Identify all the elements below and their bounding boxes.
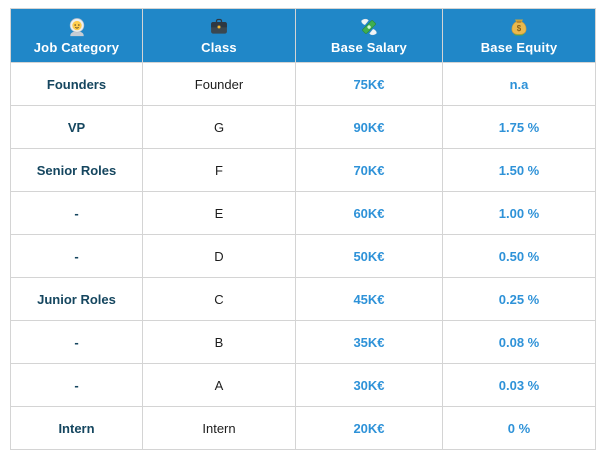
table-row: - B 35K€ 0.08 % <box>10 320 596 364</box>
cell-base-salary: 60K€ <box>295 191 443 235</box>
cell-class: G <box>142 105 296 149</box>
cell-base-salary: 20K€ <box>295 406 443 450</box>
column-header-label: Base Salary <box>331 39 407 55</box>
cell-base-salary: 50K€ <box>295 234 443 278</box>
cell-base-equity: 0.50 % <box>442 234 596 278</box>
column-header-base-equity: $ Base Equity <box>442 8 596 63</box>
table-row: - D 50K€ 0.50 % <box>10 234 596 278</box>
table-row: Junior Roles C 45K€ 0.25 % <box>10 277 596 321</box>
cell-base-salary: 70K€ <box>295 148 443 192</box>
table-row: Founders Founder 75K€ n.a <box>10 62 596 106</box>
cell-base-equity: n.a <box>442 62 596 106</box>
table-row: Senior Roles F 70K€ 1.50 % <box>10 148 596 192</box>
cell-job-category: Intern <box>10 406 143 450</box>
cell-base-salary: 35K€ <box>295 320 443 364</box>
table-row: VP G 90K€ 1.75 % <box>10 105 596 149</box>
cell-job-category: - <box>10 191 143 235</box>
cell-job-category: Founders <box>10 62 143 106</box>
table-row: - E 60K€ 1.00 % <box>10 191 596 235</box>
table-row: - A 30K€ 0.03 % <box>10 363 596 407</box>
column-header-label: Base Equity <box>480 39 558 55</box>
cell-class: B <box>142 320 296 364</box>
cell-class: C <box>142 277 296 321</box>
svg-text:$: $ <box>517 24 522 33</box>
column-header-class: Class <box>142 8 296 63</box>
cell-job-category: - <box>10 320 143 364</box>
cell-base-salary: 90K€ <box>295 105 443 149</box>
header-row: Job Category Class <box>10 8 596 63</box>
cell-base-equity: 1.00 % <box>442 191 596 235</box>
cell-job-category: Senior Roles <box>10 148 143 192</box>
cell-base-equity: 0 % <box>442 406 596 450</box>
cell-base-equity: 1.75 % <box>442 105 596 149</box>
column-header-label: Class <box>201 39 237 55</box>
cell-base-equity: 0.03 % <box>442 363 596 407</box>
cell-base-salary: 75K€ <box>295 62 443 106</box>
column-header-label: Job Category <box>33 39 120 55</box>
money-bag-icon: $ <box>509 17 529 37</box>
table-row: Intern Intern 20K€ 0 % <box>10 406 596 450</box>
cell-base-equity: 1.50 % <box>442 148 596 192</box>
cell-job-category: - <box>10 363 143 407</box>
cell-class: A <box>142 363 296 407</box>
cell-class: Founder <box>142 62 296 106</box>
column-header-base-salary: Base Salary <box>295 8 443 63</box>
cell-base-salary: 45K€ <box>295 277 443 321</box>
cell-base-salary: 30K€ <box>295 363 443 407</box>
cell-job-category: VP <box>10 105 143 149</box>
cell-base-equity: 0.08 % <box>442 320 596 364</box>
cell-class: E <box>142 191 296 235</box>
money-with-wings-icon <box>359 17 379 37</box>
cell-job-category: - <box>10 234 143 278</box>
cell-class: D <box>142 234 296 278</box>
cell-class: Intern <box>142 406 296 450</box>
astronaut-icon <box>67 17 87 37</box>
cell-base-equity: 0.25 % <box>442 277 596 321</box>
cell-class: F <box>142 148 296 192</box>
salary-grid-table: Job Category Class <box>10 8 596 450</box>
column-header-job-category: Job Category <box>10 8 143 63</box>
briefcase-icon <box>209 17 229 37</box>
cell-job-category: Junior Roles <box>10 277 143 321</box>
